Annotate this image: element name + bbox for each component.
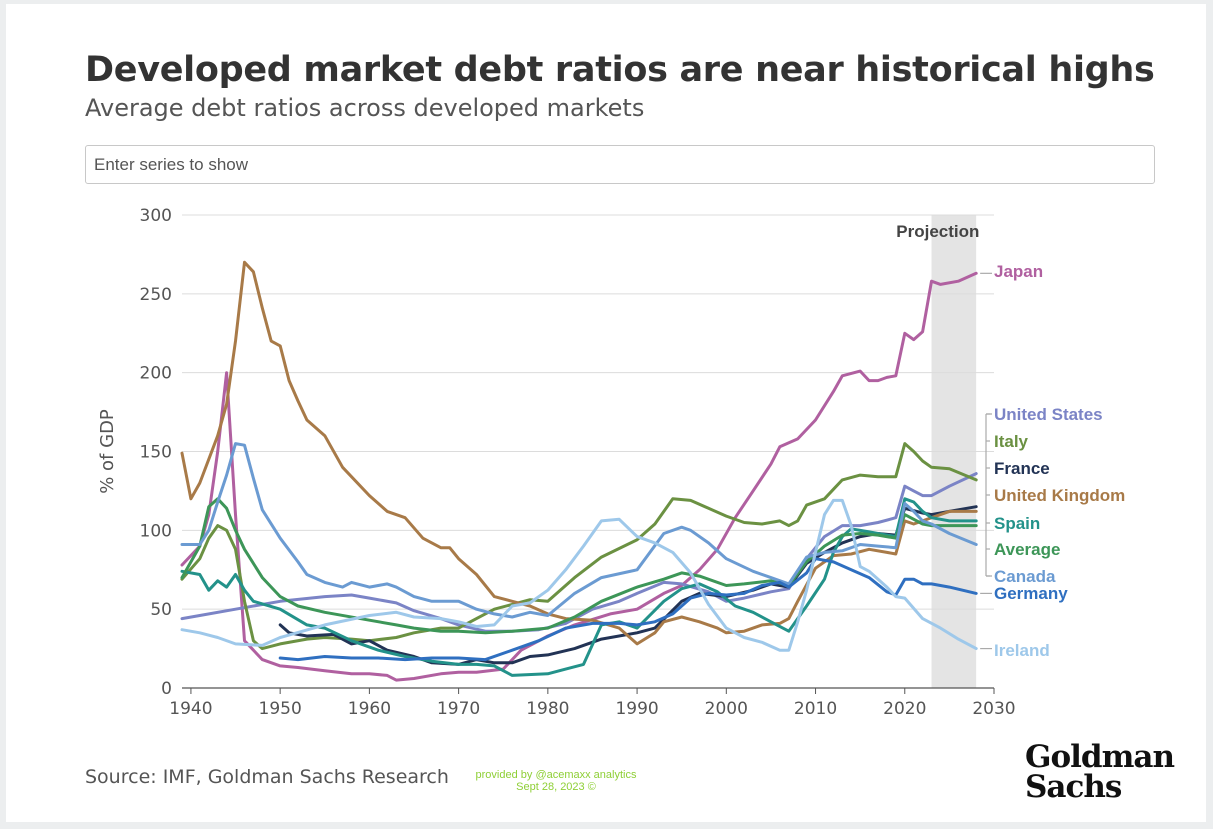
chart-card [6, 4, 1206, 822]
y-tick-label: 100 [140, 521, 172, 541]
x-tick-label: 1980 [526, 699, 569, 719]
series-line-canada [180, 442, 978, 619]
x-tick-label: 2020 [883, 699, 926, 719]
series-label-spain: Spain [994, 514, 1040, 533]
chart-title: Developed market debt ratios are near hi… [85, 50, 1155, 90]
logo-line-1: Goldman [1025, 739, 1175, 775]
credit-note: provided by @acemaxx analytics Sept 28, … [470, 769, 642, 793]
credit-line-1: provided by @acemaxx analytics [475, 769, 637, 781]
series-line-ireland [180, 498, 978, 652]
x-tick-label: 2030 [972, 699, 1015, 719]
series-search-input[interactable] [85, 145, 1155, 184]
series-label-canada: Canada [994, 567, 1056, 586]
series-line-united-kingdom [180, 260, 978, 646]
series-label-italy: Italy [994, 432, 1029, 451]
goldman-sachs-logo: Goldman Sachs [1025, 739, 1175, 805]
x-tick-label: 1940 [169, 699, 212, 719]
logo-line-2: Sachs [1025, 769, 1122, 805]
y-tick-label: 0 [161, 679, 172, 699]
y-tick-label: 50 [150, 600, 172, 620]
series-label-united-states: United States [994, 405, 1103, 424]
credit-line-2: Sept 28, 2023 © [516, 781, 596, 793]
series-label-united-kingdom: United Kingdom [994, 486, 1125, 505]
x-tick-label: 1970 [437, 699, 480, 719]
series-line-spain [180, 497, 978, 677]
x-tick-label: 1990 [615, 699, 658, 719]
source-note: Source: IMF, Goldman Sachs Research [85, 766, 449, 788]
x-tick-label: 2010 [794, 699, 837, 719]
series-label-france: France [994, 459, 1050, 478]
y-tick-label: 300 [140, 206, 172, 226]
y-tick-label: 150 [140, 443, 172, 463]
projection-label: Projection [896, 222, 979, 241]
y-axis-label: % of GDP [97, 409, 118, 494]
x-tick-label: 1960 [348, 699, 391, 719]
series-label-japan: Japan [994, 262, 1043, 281]
series-label-average: Average [994, 540, 1060, 559]
y-tick-label: 250 [140, 285, 172, 305]
series-line-united-states [180, 472, 978, 633]
x-tick-label: 2000 [705, 699, 748, 719]
series-label-germany: Germany [994, 584, 1068, 603]
series-label-ireland: Ireland [994, 641, 1050, 660]
chart-subtitle: Average debt ratios across developed mar… [85, 94, 645, 122]
series-line-average [180, 497, 978, 635]
x-tick-label: 1950 [259, 699, 302, 719]
y-tick-label: 200 [140, 364, 172, 384]
series-line-italy [180, 442, 978, 651]
series-line-japan [180, 271, 978, 682]
